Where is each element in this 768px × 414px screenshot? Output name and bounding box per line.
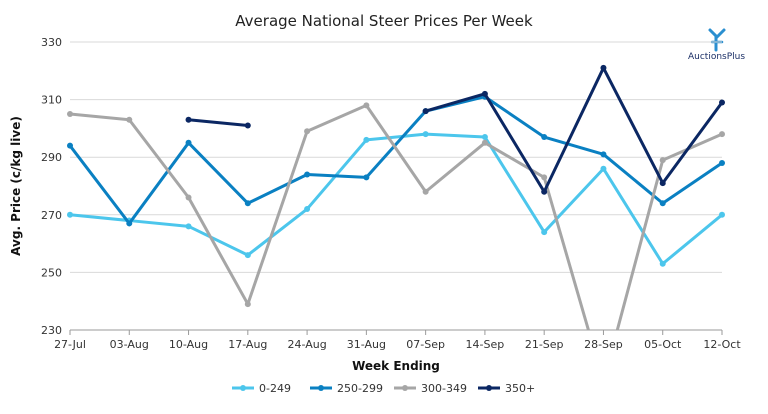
data-point-250-299: [126, 220, 133, 227]
data-point-300-349: [481, 139, 488, 146]
data-point-350: [244, 122, 251, 129]
legend-label: 250-299: [337, 382, 383, 395]
data-point-300-349: [541, 174, 548, 181]
data-point-300-349: [185, 194, 192, 201]
y-tick-label: 270: [41, 209, 62, 222]
legend-marker-3: [486, 385, 492, 391]
data-point-0-249: [244, 252, 251, 259]
series-line-350: [188, 118, 248, 128]
x-tick-label: 12-Oct: [703, 338, 741, 351]
data-point-0-249: [541, 229, 548, 236]
y-tick-label: 330: [41, 36, 62, 49]
x-tick-label: 17-Aug: [228, 338, 267, 351]
legend-marker-2: [402, 385, 408, 391]
x-tick-label: 24-Aug: [287, 338, 326, 351]
data-point-250-299: [541, 134, 548, 141]
data-point-250-299: [185, 139, 192, 146]
data-point-0-249: [67, 211, 73, 218]
data-point-300-349: [244, 301, 251, 308]
legend-marker-0: [240, 385, 246, 391]
series-line-250-299: [68, 95, 723, 225]
y-tick-label: 230: [41, 324, 62, 337]
series-line-350: [425, 66, 724, 194]
legend-marker-1: [318, 385, 324, 391]
data-point-350: [659, 180, 666, 187]
data-point-350: [719, 99, 725, 106]
data-point-250-299: [363, 174, 370, 181]
data-point-0-249: [600, 165, 607, 172]
data-point-350: [185, 116, 192, 123]
data-point-300-349: [719, 131, 725, 138]
data-point-300-349: [659, 157, 666, 164]
legend-label: 300-349: [421, 382, 467, 395]
legend-label: 0-249: [259, 382, 291, 395]
x-tick-label: 28-Sep: [584, 338, 623, 351]
x-axis-title: Week Ending: [352, 359, 440, 373]
data-point-0-249: [719, 211, 725, 218]
y-axis-title: Avg. Price (c/kg live): [9, 116, 23, 256]
data-point-350: [481, 90, 488, 97]
data-point-350: [600, 64, 607, 71]
data-point-300-349: [422, 188, 429, 195]
data-point-0-249: [304, 206, 311, 213]
x-tick-label: 21-Sep: [525, 338, 564, 351]
data-point-250-299: [67, 142, 73, 149]
x-tick-label: 31-Aug: [347, 338, 386, 351]
data-point-0-249: [659, 260, 666, 267]
data-point-300-349: [363, 102, 370, 109]
data-point-300-349: [67, 111, 73, 117]
x-tick-label: 07-Sep: [406, 338, 445, 351]
data-point-250-299: [304, 171, 311, 178]
y-tick-label: 250: [41, 266, 62, 279]
x-tick-label: 27-Jul: [54, 338, 86, 351]
logo-text: AuctionsPlus: [688, 52, 746, 62]
x-tick-label: 10-Aug: [169, 338, 208, 351]
data-point-350: [422, 108, 429, 115]
data-point-250-299: [719, 159, 725, 166]
chart-title: Average National Steer Prices Per Week: [235, 12, 533, 30]
y-tick-label: 310: [41, 94, 62, 107]
data-point-0-249: [422, 131, 429, 138]
legend-label: 350+: [505, 382, 535, 395]
data-point-250-299: [659, 200, 666, 207]
data-point-350: [541, 188, 548, 195]
data-point-0-249: [363, 136, 370, 143]
data-point-250-299: [600, 151, 607, 158]
data-point-300-349: [304, 128, 311, 135]
data-point-250-299: [244, 200, 251, 207]
series-line-300-349: [69, 103, 723, 330]
data-point-300-349: [126, 116, 133, 123]
x-tick-label: 03-Aug: [110, 338, 149, 351]
series-line-0-249: [69, 132, 723, 266]
data-point-0-249: [185, 223, 192, 230]
x-tick-label: 14-Sep: [466, 338, 505, 351]
y-tick-label: 290: [41, 151, 62, 164]
x-tick-label: 05-Oct: [644, 338, 682, 351]
data-point-0-249: [481, 134, 488, 141]
